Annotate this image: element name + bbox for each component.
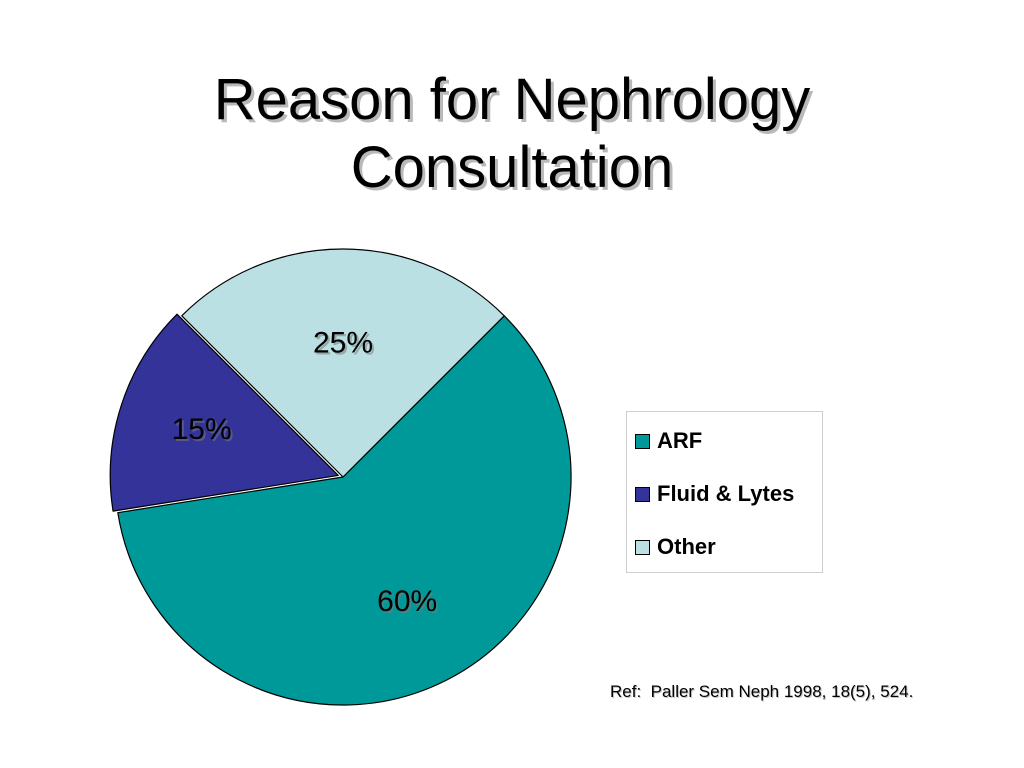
legend-label-other: Other bbox=[657, 534, 716, 559]
legend-item-other: Other bbox=[635, 534, 716, 560]
legend-item-arf: ARF bbox=[635, 428, 702, 454]
slice-label-fluid-lytes: 15% bbox=[172, 413, 232, 446]
pie-slice-fluid-lytes bbox=[109, 313, 339, 512]
slide-title: Reason for Nephrology Consultation bbox=[0, 66, 1024, 202]
slice-label-shadow-arf: 60% bbox=[379, 587, 439, 620]
slice-label-other: 25% bbox=[313, 327, 373, 360]
slice-label-shadow-fluid-lytes: 15% bbox=[174, 415, 234, 448]
legend-swatch-other bbox=[635, 539, 650, 555]
slide-title-line2: Consultation bbox=[350, 135, 674, 200]
legend-label-fluid-lytes: Fluid & Lytes bbox=[657, 481, 795, 506]
slice-label-arf: 60% bbox=[377, 585, 437, 618]
legend-swatch-fluid-lytes bbox=[635, 486, 650, 502]
slice-label-shadow-other: 25% bbox=[315, 329, 375, 362]
legend-label-arf: ARF bbox=[657, 428, 703, 453]
slide-title-line1: Reason for Nephrology bbox=[213, 67, 811, 132]
pie-slice-arf bbox=[117, 315, 572, 706]
chart-legend: ARF Fluid & Lytes Other bbox=[626, 411, 823, 573]
legend-item-fluid-lytes: Fluid & Lytes bbox=[635, 481, 794, 507]
pie-slice-other bbox=[181, 248, 505, 478]
legend-swatch-arf bbox=[635, 433, 650, 449]
reference-citation: Ref: Paller Sem Neph 1998, 18(5), 524. bbox=[610, 682, 914, 701]
